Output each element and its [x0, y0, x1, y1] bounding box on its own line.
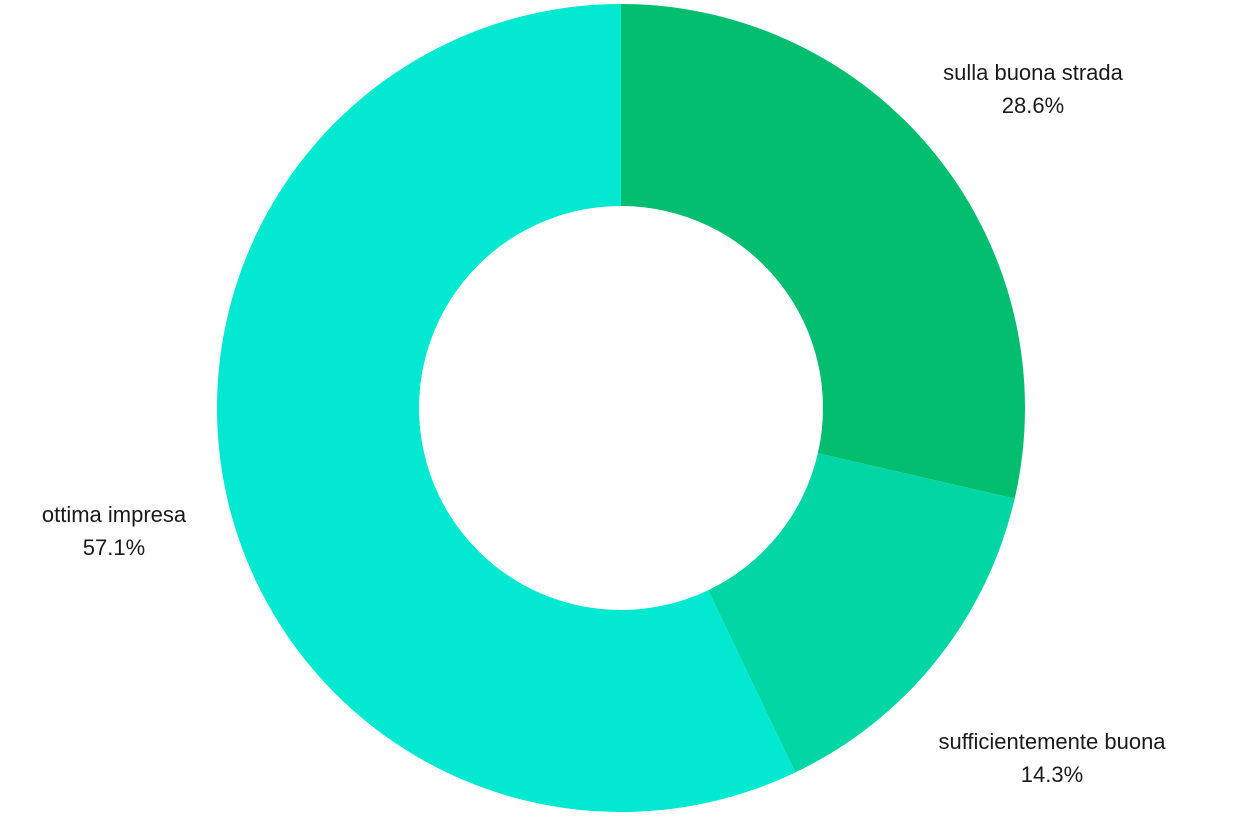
slice-value-label-3: 57.1%	[83, 535, 145, 560]
slice-label-1: sulla buona strada	[943, 60, 1124, 85]
labels-layer: sulla buona strada 28.6% sufficientemente …	[42, 60, 1166, 787]
slice-label-3: ottima impresa	[42, 502, 187, 527]
donut-slice-2	[708, 453, 1015, 773]
slice-value-label-2: 14.3%	[1021, 762, 1083, 787]
donut-slice-3	[216, 4, 796, 812]
slice-label-2: sufficientemente buona	[938, 729, 1166, 754]
slice-value-label-1: 28.6%	[1002, 93, 1064, 118]
slices-layer	[216, 4, 1025, 812]
donut-slice-1	[621, 4, 1025, 499]
